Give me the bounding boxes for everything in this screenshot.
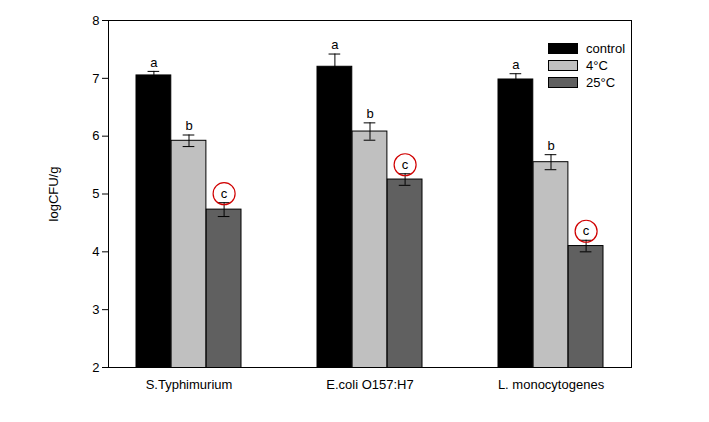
svg-text:c: c — [221, 186, 228, 201]
html-text:control: control — [586, 41, 625, 56]
html-text:4°C: 4°C — [586, 58, 608, 73]
svg-text:4: 4 — [92, 244, 99, 259]
svg-text:3: 3 — [92, 302, 99, 317]
html-text:25°C: 25°C — [586, 75, 615, 90]
svg-text:2: 2 — [92, 360, 99, 375]
svg-text:b: b — [366, 106, 373, 121]
svg-text:7: 7 — [92, 70, 99, 85]
svg-text:logCFU/g: logCFU/g — [46, 167, 61, 222]
svg-text:L. monocytogenes: L. monocytogenes — [498, 377, 605, 392]
svg-text:a: a — [331, 37, 339, 52]
svg-text:a: a — [150, 55, 158, 70]
svg-text:8: 8 — [92, 13, 99, 28]
svg-text:S.Typhimurium: S.Typhimurium — [146, 377, 233, 392]
svg-text:b: b — [185, 118, 192, 133]
svg-text:c: c — [583, 223, 590, 238]
svg-text:a: a — [512, 57, 520, 72]
svg-text:5: 5 — [92, 186, 99, 201]
svg-text:b: b — [547, 138, 554, 153]
svg-text:6: 6 — [92, 128, 99, 143]
svg-text:E.coli O157:H7: E.coli O157:H7 — [326, 377, 413, 392]
svg-text:c: c — [402, 157, 409, 172]
